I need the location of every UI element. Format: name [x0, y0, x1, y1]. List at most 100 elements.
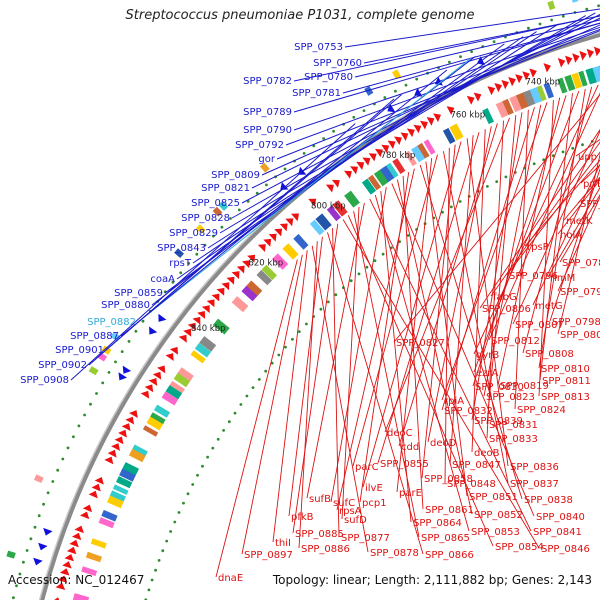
tick-dot: [495, 180, 498, 183]
right-gene-label: SPP_0794: [560, 287, 600, 298]
right-gene-label: SPP_0807: [515, 320, 564, 331]
right-leader-line: [307, 203, 364, 498]
tick-dot: [34, 526, 37, 529]
left-gene-label: SPP_0782: [243, 76, 292, 87]
right-gene-label: thiI: [275, 538, 291, 549]
left-gene-label: SPP_0887: [70, 331, 119, 342]
right-gene-label: fabG: [493, 292, 517, 303]
tick-dot: [332, 130, 335, 133]
forward-gene-arrow: [129, 410, 138, 418]
tick-dot: [191, 483, 194, 486]
right-gene-label: sufB: [309, 494, 331, 505]
forward-gene-arrow: [369, 153, 377, 161]
forward-gene-arrow: [558, 58, 566, 68]
forward-gene-arrow: [344, 171, 352, 179]
forward-gene-arrow: [104, 457, 113, 465]
tick-dot: [148, 589, 151, 592]
forward-gene-arrow: [118, 430, 127, 438]
right-leader-line: [333, 228, 339, 537]
tick-dot: [383, 96, 386, 99]
forward-gene-arrow: [427, 117, 435, 126]
forward-gene-arrow: [565, 56, 572, 66]
forward-gene-arrow: [69, 540, 78, 548]
ruler-label: 760 kbp: [450, 111, 485, 121]
left-gene-label: SPP_0859: [114, 288, 163, 299]
tick-dot: [265, 184, 268, 187]
right-gene-label: SPP_0836: [510, 462, 559, 473]
tick-dot: [486, 185, 489, 188]
left-gene-label: SPP_0809: [211, 170, 260, 181]
tick-dot: [30, 537, 33, 540]
right-gene-label: SPP_0846: [541, 544, 590, 555]
ruler-label: 800 kbp: [311, 201, 346, 211]
cog-block-outer: [578, 0, 586, 1]
reverse-gene-arrow: [43, 528, 52, 536]
reverse-gene-arrow: [33, 558, 43, 566]
left-gene-label: SPP_0828: [181, 213, 230, 224]
tick-dot: [67, 447, 70, 450]
cog-block: [86, 552, 102, 563]
tick-dot: [298, 330, 301, 333]
tick-dot: [366, 266, 369, 269]
tick-dot: [161, 549, 164, 552]
forward-gene-arrow: [125, 417, 134, 425]
forward-gene-arrow: [544, 63, 552, 72]
left-gene-label: SPP_0843: [157, 243, 206, 254]
forward-gene-arrow: [388, 141, 396, 149]
tick-dot: [101, 382, 104, 385]
tick-dot: [350, 279, 353, 282]
right-gene-label: SPP_0885: [295, 529, 344, 540]
right-gene-label: SPP_0823: [486, 392, 535, 403]
forward-gene-arrow: [115, 437, 124, 445]
tick-dot: [22, 561, 25, 564]
tick-dot: [121, 350, 124, 353]
tick-dot: [38, 514, 41, 517]
cog-block: [344, 191, 360, 208]
tick-dot: [363, 109, 366, 112]
right-gene-label: SPP_0811: [542, 376, 591, 387]
forward-gene-arrow: [407, 129, 415, 138]
tick-dot: [533, 162, 536, 165]
reverse-gene-arrow: [38, 543, 47, 551]
tick-dot: [493, 40, 496, 43]
tick-dot: [571, 147, 574, 150]
right-gene-label: SPP_0801: [560, 330, 600, 341]
ruler-label: 820 kbp: [248, 258, 283, 268]
forward-gene-arrow: [83, 505, 92, 513]
tick-dot: [305, 323, 308, 326]
right-gene-label: SPP_0810: [541, 364, 590, 375]
tick-dot: [221, 226, 224, 229]
right-gene-label: SPP_0833: [489, 434, 538, 445]
forward-gene-arrow: [487, 86, 495, 95]
right-gene-label: pcp1: [362, 498, 387, 509]
tick-dot: [240, 403, 243, 406]
ruler-label: 780 kbp: [381, 151, 416, 161]
ruler-label: 840 kbp: [191, 324, 226, 334]
right-gene-label: deoB: [474, 448, 500, 459]
left-gene-label: SPP_0882: [87, 317, 136, 328]
tick-dot: [154, 569, 157, 572]
right-gene-label: deoC: [387, 428, 413, 439]
tick-dot: [108, 371, 111, 374]
tick-dot: [83, 414, 86, 417]
tick-dot: [277, 354, 280, 357]
forward-gene-arrow: [75, 526, 84, 534]
forward-gene-arrow: [515, 74, 523, 83]
left-gene-label: rpsT: [169, 258, 192, 269]
tick-dot: [187, 492, 190, 495]
left-gene-label: SPP_0825: [191, 198, 240, 209]
tick-dot: [448, 61, 451, 64]
tick-dot: [51, 480, 54, 483]
tick-dot: [322, 137, 325, 140]
tick-dot: [327, 301, 330, 304]
tick-dot: [358, 273, 361, 276]
forward-gene-arrow: [474, 93, 482, 102]
tick-dot: [61, 458, 64, 461]
cog-block: [293, 234, 308, 250]
tick-dot: [135, 330, 138, 333]
forward-gene-arrow: [501, 80, 509, 89]
right-gene-label: SPP_0886: [301, 544, 350, 555]
tick-dot: [173, 521, 176, 524]
